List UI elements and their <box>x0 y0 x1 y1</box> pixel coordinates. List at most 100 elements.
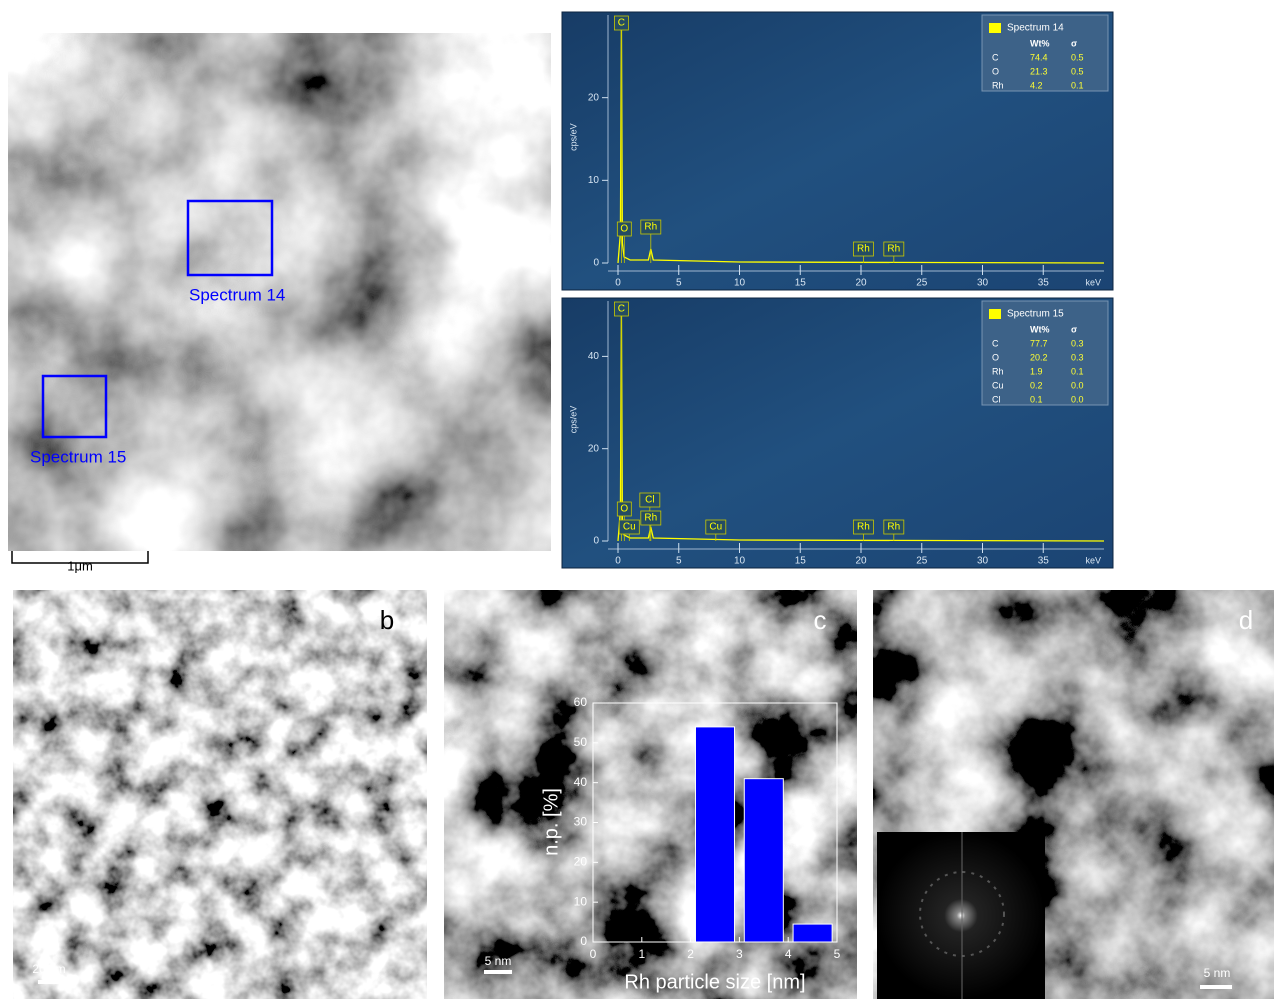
tem-image <box>13 590 427 999</box>
x-tick-label: 35 <box>1038 556 1050 567</box>
table-cell: Cu <box>992 380 1004 390</box>
x-unit: keV <box>1085 277 1101 287</box>
x-tick-label: 0 <box>615 278 621 289</box>
table-cell: O <box>992 352 999 362</box>
peak-label: Rh <box>644 513 657 524</box>
panel-label: c <box>814 605 827 635</box>
x-tick-label: 20 <box>855 556 867 567</box>
table-cell: 77.7 <box>1030 338 1048 348</box>
scale-bar-label: 1μm <box>67 558 93 573</box>
peak-label: Cu <box>709 522 722 533</box>
x-tick-label: 1 <box>638 947 645 961</box>
peak-label: Cl <box>645 495 654 506</box>
x-axis-label: Rh particle size [nm] <box>624 971 805 993</box>
peak-label: Rh <box>887 244 900 255</box>
y-tick-label: 10 <box>574 894 588 908</box>
y-axis-label: n.p. [%] <box>540 788 562 856</box>
y-tick-label: 10 <box>588 175 600 186</box>
histogram-bar <box>695 727 734 942</box>
column-header: Wt% <box>1030 324 1050 334</box>
table-cell: 0.3 <box>1071 352 1084 362</box>
scale-bar-label: 5 nm <box>485 954 512 968</box>
x-tick-label: 10 <box>734 278 746 289</box>
region-label: Spectrum 15 <box>30 447 126 466</box>
table-cell: 0.5 <box>1071 52 1084 62</box>
table-cell: 1.9 <box>1030 366 1043 376</box>
x-unit: keV <box>1085 555 1101 565</box>
x-tick-label: 4 <box>785 947 792 961</box>
x-tick-label: 15 <box>795 556 807 567</box>
table-cell: 0.3 <box>1071 338 1084 348</box>
table-cell: C <box>992 52 999 62</box>
y-tick-label: 40 <box>588 351 600 362</box>
table-cell: 0.1 <box>1071 366 1084 376</box>
peak-label: C <box>618 304 625 315</box>
table-cell: 20.2 <box>1030 352 1048 362</box>
y-tick-label: 0 <box>593 258 599 269</box>
y-axis-label: cps/eV <box>568 123 578 151</box>
peak-label: Rh <box>857 244 870 255</box>
histogram-bar <box>793 924 832 942</box>
y-tick-label: 30 <box>574 815 588 829</box>
y-tick-label: 20 <box>588 443 600 454</box>
y-tick-label: 20 <box>574 855 588 869</box>
scale-bar <box>38 980 60 984</box>
y-tick-label: 60 <box>574 695 588 709</box>
peak-label: Rh <box>857 522 870 533</box>
y-tick-label: 0 <box>580 934 587 948</box>
table-cell: 4.2 <box>1030 80 1043 90</box>
page: Spectrum 14 Spectrum 15 a 1μm b 20 nm c … <box>0 0 1274 999</box>
x-tick-label: 35 <box>1038 278 1050 289</box>
x-tick-label: 15 <box>795 278 807 289</box>
legend-title: Spectrum 15 <box>1007 309 1064 320</box>
legend-swatch <box>989 309 1001 319</box>
panel-label: a <box>508 53 523 83</box>
peak-label: O <box>620 504 628 515</box>
peak-label: Cu <box>623 522 636 533</box>
x-tick-label: 0 <box>590 947 597 961</box>
fft-inset <box>877 832 1045 999</box>
table-cell: 0.0 <box>1071 380 1084 390</box>
x-tick-label: 20 <box>855 278 867 289</box>
table-cell: 0.1 <box>1030 394 1043 404</box>
x-tick-label: 30 <box>977 556 989 567</box>
legend-title: Spectrum 14 <box>1007 23 1064 34</box>
peak-label: C <box>618 18 625 29</box>
x-tick-label: 25 <box>916 278 928 289</box>
table-cell: C <box>992 338 999 348</box>
table-cell: Cl <box>992 394 1001 404</box>
table-cell: 74.4 <box>1030 52 1048 62</box>
figure: Spectrum 14 Spectrum 15 a 1μm b 20 nm c … <box>0 0 1274 999</box>
peak-label: O <box>620 224 628 235</box>
table-cell: O <box>992 66 999 76</box>
x-tick-label: 10 <box>734 556 746 567</box>
x-tick-label: 0 <box>615 556 621 567</box>
x-tick-label: 25 <box>916 556 928 567</box>
column-header: σ <box>1071 38 1077 48</box>
panel-label: d <box>1239 605 1253 635</box>
panel-label: b <box>380 605 394 635</box>
y-tick-label: 40 <box>574 775 588 789</box>
y-axis-label: cps/eV <box>568 406 578 434</box>
table-cell: 0.1 <box>1071 80 1084 90</box>
scale-bar <box>1200 985 1232 989</box>
peak-label: Rh <box>644 222 657 233</box>
x-tick-label: 5 <box>676 278 682 289</box>
legend-swatch <box>989 23 1001 33</box>
table-cell: Rh <box>992 80 1004 90</box>
scale-bar-label: 5 nm <box>1204 966 1231 980</box>
scale-bar <box>484 970 512 974</box>
x-tick-label: 30 <box>977 278 989 289</box>
column-header: Wt% <box>1030 38 1050 48</box>
x-tick-label: 5 <box>834 947 841 961</box>
scale-bar-label: 20 nm <box>32 962 65 976</box>
table-cell: 0.5 <box>1071 66 1084 76</box>
y-tick-label: 0 <box>593 536 599 547</box>
peak-label: Rh <box>887 522 900 533</box>
y-tick-label: 50 <box>574 735 588 749</box>
table-cell: 0.0 <box>1071 394 1084 404</box>
table-cell: 0.2 <box>1030 380 1043 390</box>
histogram-bar <box>744 779 783 942</box>
y-tick-label: 20 <box>588 92 600 103</box>
